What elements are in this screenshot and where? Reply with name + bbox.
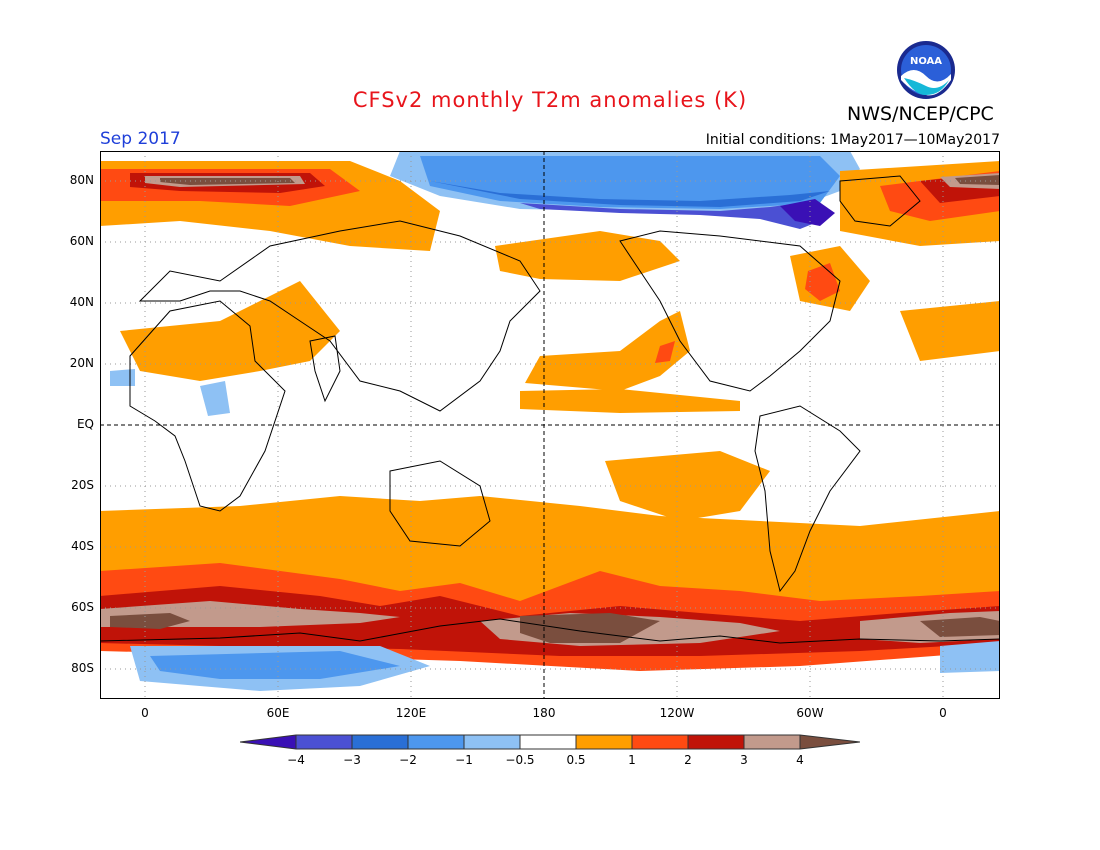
colorbar-label: −2 [399,753,417,767]
colorbar-label: −4 [287,753,305,767]
colorbar-bin [520,735,576,749]
colorbar-label: −3 [343,753,361,767]
lat-label-80n: 80N [69,173,94,187]
coastlines [100,175,1000,644]
colorbar-bin [352,735,408,749]
lat-label-40n: 40N [69,295,94,309]
colorbar-bin [744,735,800,749]
map-frame [100,151,1000,699]
noaa-logo: NOAA [897,41,955,99]
colorbar-arrow-high [800,735,860,749]
lat-label-60n: 60N [69,234,94,248]
colorbar-bin [688,735,744,749]
colorbar-label: −1 [455,753,473,767]
lat-label-20n: 20N [69,356,94,370]
lon-label-120w: 120W [659,706,695,720]
arctic-cold-anomaly [390,151,860,229]
colorbar-bin [632,735,688,749]
forecast-month: Sep 2017 [100,129,181,149]
lon-label-0-east: 0 [939,706,947,720]
colorbar-bin [408,735,464,749]
lat-label-60s: 60S [71,600,94,614]
initial-conditions: Initial conditions: 1May2017—10May2017 [705,132,1000,148]
colorbar-label: 1 [628,753,636,767]
lon-label-60e: 60E [266,706,290,720]
map-grid [100,151,1000,699]
lat-label-20s: 20S [71,478,94,492]
colorbar-bin [296,735,352,749]
colorbar-bin [576,735,632,749]
map-title: CFSv2 monthly T2m anomalies (K) [352,88,748,112]
lat-label-eq: EQ [76,417,94,431]
agency-label: NWS/NCEP/CPC [847,103,994,125]
colorbar: −4 −3 −2 −1 −0.5 0.5 1 2 3 4 [240,734,860,767]
colorbar-label: 2 [684,753,692,767]
colorbar-bin [464,735,520,749]
logo-text: NOAA [910,56,942,67]
lon-label-60w: 60W [796,706,824,720]
lat-label-40s: 40S [71,539,94,553]
lon-label-0: 0 [141,706,149,720]
lat-label-80s: 80S [71,661,94,675]
colorbar-label: −0.5 [505,753,534,767]
lon-label-180: 180 [532,706,556,720]
colorbar-arrow-low [240,735,296,749]
colorbar-label: 0.5 [566,753,585,767]
colorbar-label: 4 [796,753,804,767]
colorbar-label: 3 [740,753,748,767]
anomaly-map [100,151,1000,699]
lon-label-120e: 120E [395,706,427,720]
